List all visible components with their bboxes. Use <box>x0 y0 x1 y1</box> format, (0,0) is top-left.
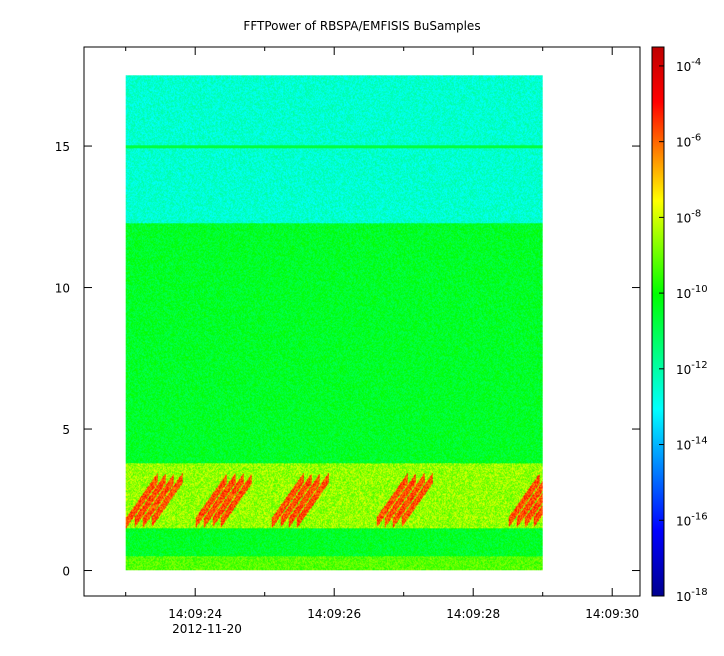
y-tick-label: 0 <box>62 565 70 579</box>
colorbar-tick-label: 10-12 <box>676 360 708 377</box>
x-date-label: 2012-11-20 <box>172 622 242 636</box>
x-axis: 14:09:24 14:09:26 14:09:28 14:09:30 <box>125 47 639 621</box>
colorbar-tick-label: 10-14 <box>676 436 708 453</box>
colorbar-gradient <box>651 46 665 597</box>
x-tick-label: 14:09:24 <box>168 607 222 621</box>
chart-title: FFTPower of RBSPA/EMFISIS BuSamples <box>243 19 480 33</box>
colorbar: 10-4 10-6 10-8 10-10 10-12 10-14 10-16 10-18 <box>651 46 708 604</box>
x-tick-label: 14:09:28 <box>446 607 500 621</box>
y-tick-label: 5 <box>62 423 70 437</box>
heatmap-image <box>125 75 543 571</box>
colorbar-tick-label: 10-10 <box>676 284 708 301</box>
colorbar-tick-label: 10-18 <box>676 587 708 604</box>
spectrogram-image <box>125 75 543 571</box>
colorbar-tick-label: 10-16 <box>676 511 708 528</box>
y-tick-label: 15 <box>55 140 70 154</box>
colorbar-tick-label: 10-8 <box>676 208 701 225</box>
colorbar-tick-label: 10-4 <box>676 57 701 74</box>
y-axis: 0 5 10 15 <box>55 140 640 579</box>
x-tick-label: 14:09:30 <box>585 607 639 621</box>
y-tick-label: 10 <box>55 282 70 296</box>
colorbar-tick-label: 10-6 <box>676 133 701 150</box>
x-tick-label: 14:09:26 <box>307 607 361 621</box>
